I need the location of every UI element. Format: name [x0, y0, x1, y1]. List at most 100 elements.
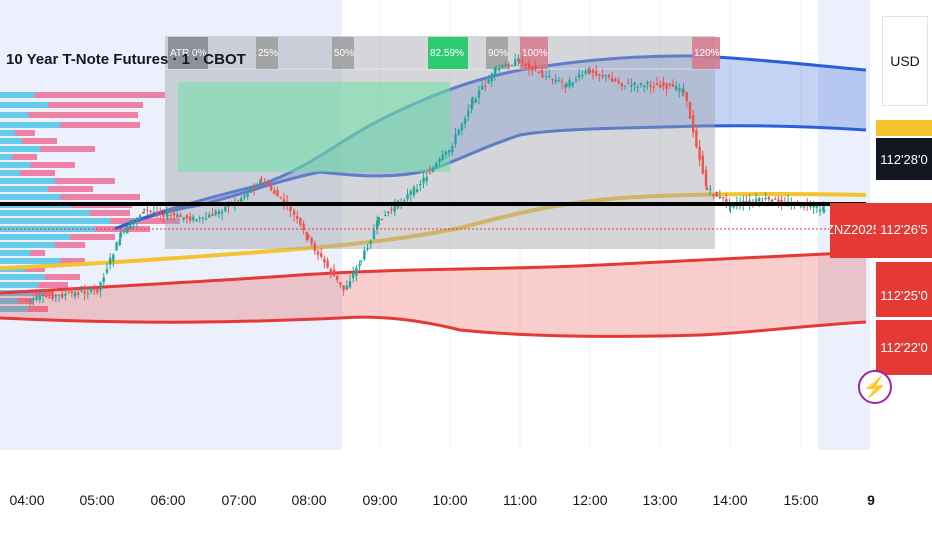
volume-bar-sell [48, 186, 93, 192]
candle-body [393, 205, 396, 212]
candle-body [406, 194, 409, 200]
candle-body [126, 225, 129, 234]
candlesticks [25, 53, 826, 306]
candle-body [323, 258, 326, 263]
candle-body [269, 185, 273, 190]
currency-button[interactable]: USD [882, 16, 928, 106]
candle-body [204, 218, 208, 220]
candle-body [135, 219, 138, 222]
range-level-marker [168, 37, 208, 69]
candle-body [428, 172, 432, 174]
candle-body [162, 213, 165, 218]
symbol-tag[interactable]: ZNZ2025 [826, 203, 880, 258]
volume-bar-sell [60, 122, 140, 128]
candle-body [607, 75, 611, 78]
price-tag-1-label: 112'28'0 [880, 152, 927, 167]
volume-bar-sell [55, 242, 85, 248]
price-tag-2: 112'26'5 [876, 203, 932, 258]
candle-body [655, 83, 659, 86]
volume-bar-buy [0, 250, 30, 256]
candle-body [310, 237, 313, 244]
volume-bar-sell [15, 130, 35, 136]
candle-body [685, 92, 688, 101]
grid [26, 0, 802, 450]
candle-body [316, 251, 320, 255]
candle-body [112, 254, 115, 261]
candle-body [412, 187, 416, 196]
candle-body [614, 79, 617, 82]
candle-body [822, 206, 825, 211]
candle-body [514, 59, 517, 67]
volume-bar-sell [22, 138, 57, 144]
candle-body [208, 214, 211, 218]
candle-body [276, 190, 279, 197]
candle-body [441, 154, 444, 160]
candle-body [504, 64, 507, 67]
candle-body [260, 178, 263, 180]
candle-body [289, 208, 292, 211]
price-tag-1: 112'28'0 [876, 138, 932, 180]
range-level-label: ATR 0% [170, 48, 207, 59]
candle-body [305, 232, 309, 240]
candle-body [718, 196, 722, 199]
candle-body [119, 232, 122, 238]
candle-body [571, 82, 574, 86]
volume-bar-buy [0, 130, 15, 136]
candle-body [770, 199, 774, 204]
volume-bar-sell [40, 146, 95, 152]
candle-body [642, 85, 646, 88]
candle-body [292, 210, 296, 215]
candle-body [577, 74, 581, 78]
candle-body [299, 217, 302, 225]
candle-body [345, 285, 348, 290]
candle-body [598, 73, 601, 76]
candle-body [172, 212, 176, 216]
candle-body [61, 293, 64, 298]
lightning-icon[interactable]: ⚡ [858, 370, 892, 404]
time-tick: 05:00 [79, 492, 114, 508]
volume-bar-sell [60, 258, 85, 264]
symbol-tag-label: ZNZ2025 [826, 222, 880, 237]
candle-body [521, 60, 524, 62]
range-level-marker [486, 37, 508, 69]
range-level-marker [428, 37, 468, 69]
candle-body [474, 98, 477, 103]
volume-bar-buy [0, 218, 110, 224]
candle-body [25, 299, 29, 301]
candle-body [557, 80, 561, 82]
time-tick: 07:00 [221, 492, 256, 508]
candle-body [377, 217, 380, 225]
candle-body [758, 197, 761, 202]
candle-body [471, 97, 474, 106]
candle-body [390, 208, 393, 210]
candle-body [54, 294, 57, 297]
candle-body [48, 296, 51, 298]
candle-body [745, 200, 748, 203]
candle-body [588, 69, 591, 73]
candle-body [584, 71, 587, 74]
time-tick: 04:00 [9, 492, 44, 508]
candle-body [339, 282, 342, 285]
candle-body [630, 84, 633, 87]
candle-body [480, 85, 484, 90]
candle-body [652, 87, 655, 89]
candle-body [604, 75, 607, 77]
candle-body [307, 234, 310, 238]
volume-bar-buy [0, 210, 90, 216]
range-level-marker [692, 37, 720, 69]
candle-body [591, 69, 595, 73]
candle-body [444, 151, 448, 155]
candle-body [704, 169, 708, 187]
candle-body [815, 206, 819, 208]
time-tick: 14:00 [712, 492, 747, 508]
chart-title: 10 Year T-Note Futures · 1 · CBOT [6, 51, 246, 68]
candle-body [249, 188, 253, 193]
blue-band-upper [114, 54, 867, 231]
candle-body [551, 78, 554, 80]
volume-bar-sell [30, 162, 75, 168]
time-axis[interactable]: 04:00 05:00 06:00 07:00 08:00 09:00 10:00 11:00… [9, 492, 818, 508]
candle-body [67, 292, 70, 294]
candle-body [359, 260, 363, 262]
volume-bar-buy [0, 298, 18, 304]
